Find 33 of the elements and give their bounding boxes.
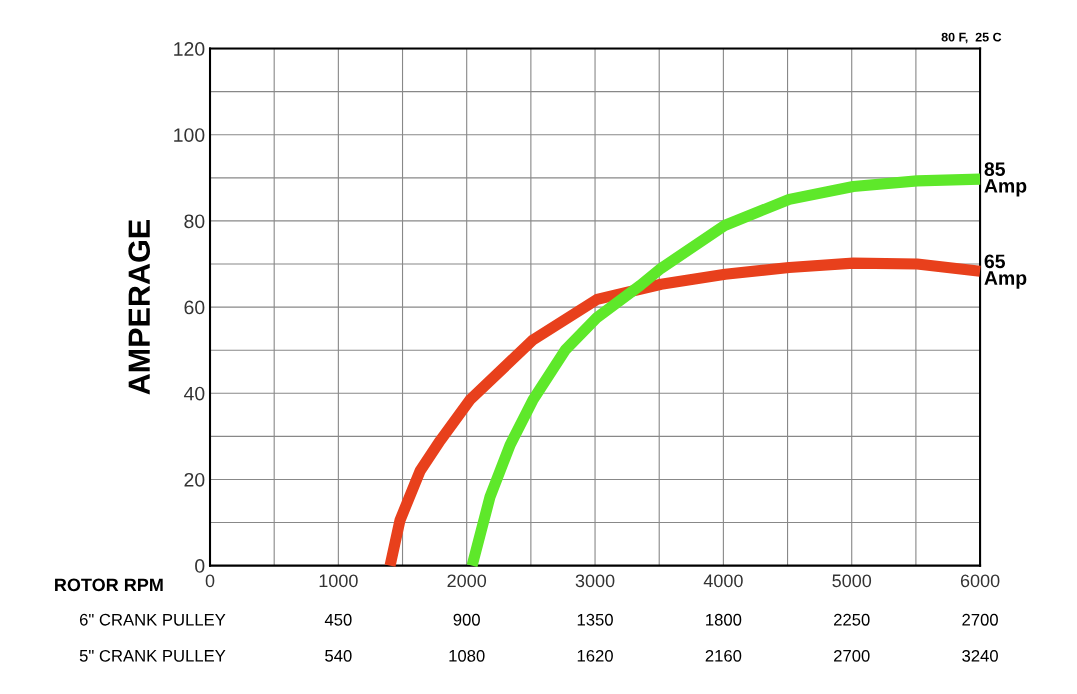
text: 3240 [962, 649, 998, 662]
y-tick-label: 100 [174, 128, 205, 142]
y-tick-label: 40 [183, 386, 205, 401]
text: 2250 [834, 613, 870, 626]
text: 5" CRANK PULLEY [79, 649, 226, 662]
series-label: 65 Amp [984, 254, 1027, 289]
text: 1080 [449, 649, 485, 662]
text: 2160 [705, 649, 742, 662]
text: 1620 [577, 649, 613, 662]
x-axis-title: ROTOR RPM [55, 578, 163, 592]
x-tick-label: 1000 [319, 574, 358, 588]
text: 450 [324, 613, 352, 626]
text: 80 F, 25 C [941, 32, 1002, 44]
text: 1350 [577, 613, 613, 626]
y-tick-label: 20 [184, 472, 205, 487]
y-tick-label: 60 [184, 300, 205, 315]
y-tick-label: 80 [184, 214, 205, 229]
text: 900 [453, 613, 480, 626]
y-axis-title: AMPERAGE [128, 220, 151, 395]
text: 6" CRANK PULLEY [79, 613, 226, 626]
y-tick-label: 120 [174, 42, 205, 56]
x-tick-label: 0 [205, 574, 215, 588]
x-tick-label: 5000 [832, 574, 872, 588]
text: 2700 [962, 613, 998, 626]
text: 1800 [706, 613, 742, 626]
text: 540 [325, 649, 352, 662]
x-tick-label: 6000 [960, 574, 1000, 588]
text: 2700 [834, 649, 870, 662]
x-tick-label: 2000 [447, 574, 487, 588]
x-tick-label: 4000 [703, 574, 743, 588]
x-tick-label: 3000 [575, 574, 615, 588]
series-label: 85 Amp [984, 162, 1027, 197]
y-tick-label: 0 [195, 559, 205, 573]
